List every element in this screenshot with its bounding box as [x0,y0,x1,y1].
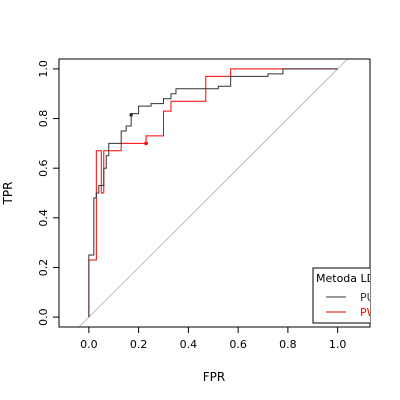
x-tick-label-5: 1.0 [329,338,347,351]
x-tick-label-0: 0.0 [80,338,98,351]
y-tick-label-3: 0.6 [37,159,50,177]
legend-box [312,267,370,324]
y-tick-label-1: 0.2 [37,259,50,277]
legend: Metoda LD PU PW [312,267,378,324]
x-tick-label-4: 0.8 [279,338,297,351]
legend-label-pu: PU [360,291,375,304]
series-point-pu [129,113,133,117]
diagonal-reference-line [78,59,349,327]
plot-area [78,59,349,327]
y-axis: 0.0 0.2 0.4 0.6 0.8 1.0 [37,60,60,326]
y-axis-label: TPR [1,182,15,206]
x-axis-label: FPR [203,370,225,384]
y-tick-label-0: 0.0 [37,308,50,326]
x-tick-label-2: 0.4 [180,338,198,351]
y-tick-label-5: 1.0 [37,60,50,78]
y-tick-label-4: 0.8 [37,110,50,128]
x-axis: 0.0 0.2 0.4 0.6 0.8 1.0 [80,326,347,351]
x-tick-label-3: 0.6 [229,338,247,351]
series-point-pw [144,141,148,146]
legend-label-pw: PW [360,306,378,319]
y-tick-label-2: 0.4 [37,209,50,227]
legend-title: Metoda LD [316,272,375,285]
x-tick-label-1: 0.2 [130,338,148,351]
